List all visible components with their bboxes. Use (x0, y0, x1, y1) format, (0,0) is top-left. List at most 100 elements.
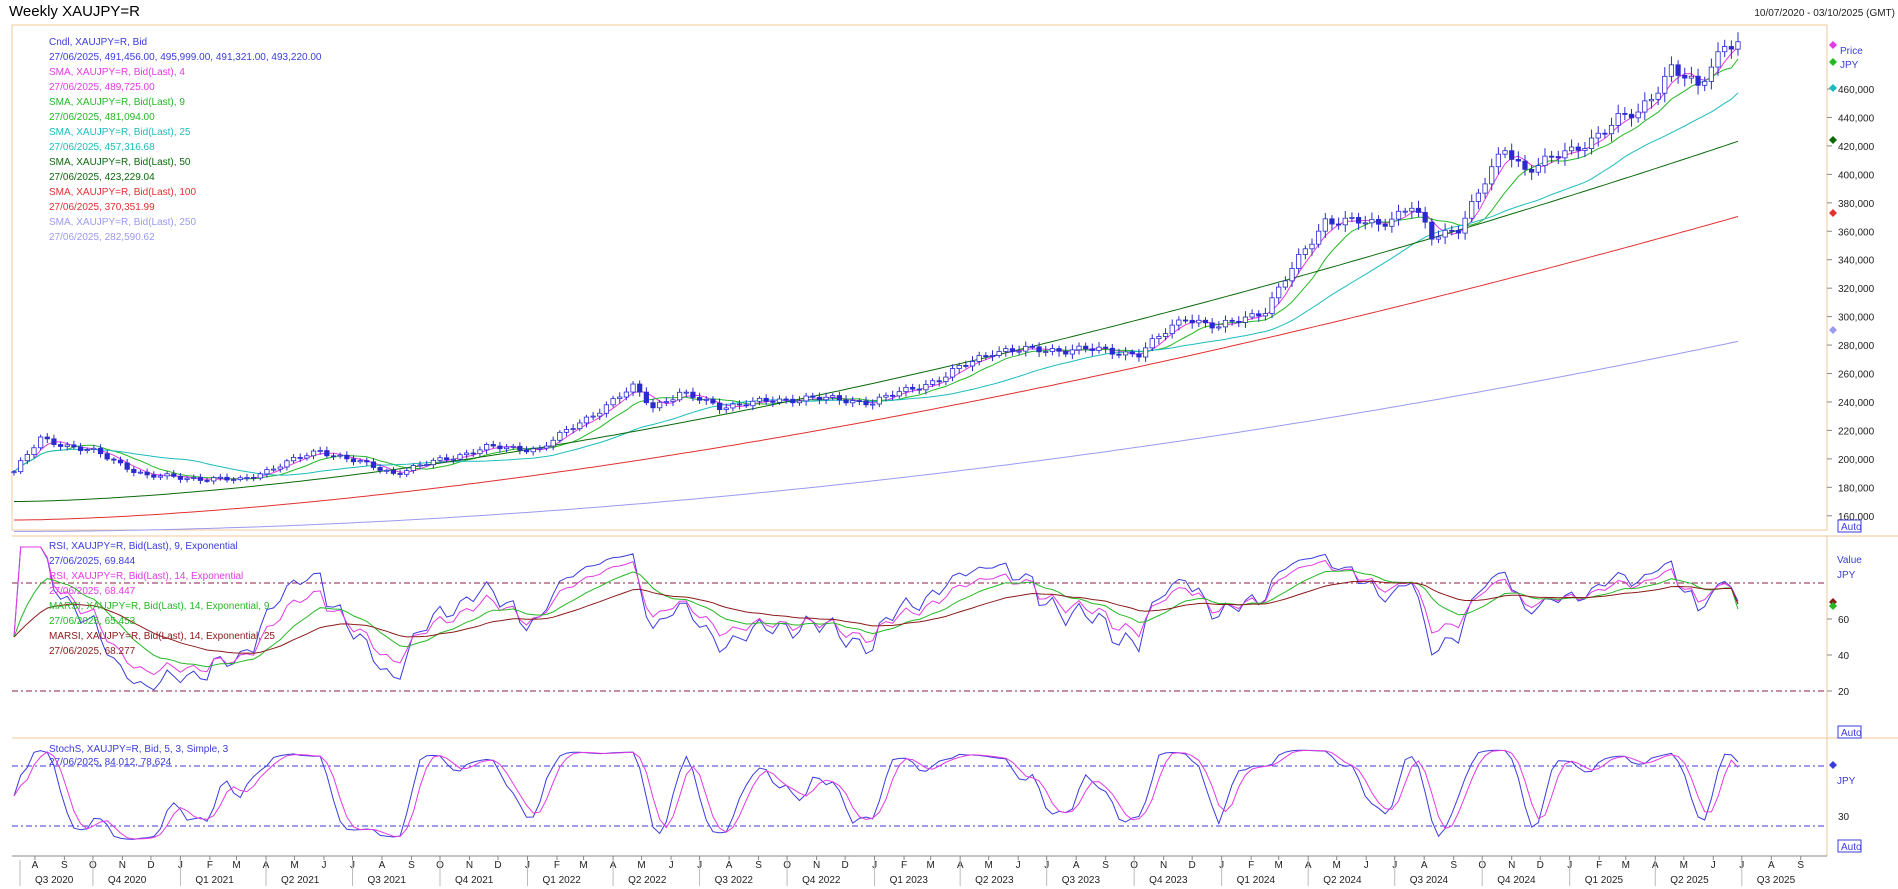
quarter-label: Q4 2021 (455, 875, 494, 886)
month-label: D (147, 860, 154, 871)
candle-body (557, 431, 563, 441)
month-label: N (813, 860, 820, 871)
stoch-auto-button[interactable]: Auto (1837, 839, 1862, 853)
candle-body (1329, 218, 1335, 225)
candle-body (424, 464, 430, 467)
price-auto-button[interactable]: Auto (1837, 519, 1862, 533)
rsi-legend-label: MARSI, XAUJPY=R, Bid(Last), 14, Exponent… (49, 601, 270, 612)
svg-text:Auto: Auto (1841, 522, 1862, 533)
candle-body (310, 450, 317, 457)
candle-body (91, 447, 97, 451)
price-legend-value: 27/06/2025, 491,456.00, 495,999.00, 491,… (49, 52, 322, 63)
month-label: M (1275, 860, 1283, 871)
quarter-label: Q2 2025 (1670, 875, 1709, 886)
candle-body (517, 445, 523, 451)
candle-body (890, 394, 896, 397)
candle-body (1029, 345, 1036, 348)
sma-250-marker (1829, 326, 1837, 334)
candle-body (490, 444, 496, 447)
candle-body (577, 422, 583, 430)
candle-body (24, 454, 30, 462)
candle-body (1529, 168, 1535, 173)
month-label: S (1102, 860, 1109, 871)
candle-body (637, 383, 643, 393)
price-axis-header: Price (1840, 46, 1863, 57)
candle-body (470, 452, 476, 455)
candle-body (1482, 183, 1488, 194)
candle-body (1495, 153, 1501, 168)
candle-body (1402, 210, 1408, 213)
candle-body (1642, 100, 1648, 113)
candle-body (1023, 345, 1029, 352)
candle-body (743, 404, 749, 407)
month-label: F (901, 860, 907, 871)
price-tick-label: 260,000 (1838, 370, 1875, 381)
candle-body (1369, 218, 1375, 224)
candle-body (810, 395, 816, 398)
price-legend-value: 27/06/2025, 282,590.62 (49, 232, 155, 243)
quarter-label: Q3 2021 (368, 875, 407, 886)
candle-body (1415, 207, 1422, 213)
price-legend-label: SMA, XAUJPY=R, Bid(Last), 25 (49, 127, 191, 138)
rsi-auto-button[interactable]: Auto (1837, 725, 1862, 739)
candle-body (1003, 348, 1009, 352)
candle-body (1129, 351, 1135, 355)
candle-body (903, 386, 909, 393)
candle-body (836, 395, 842, 401)
candle-body (64, 444, 70, 447)
candle-body (523, 449, 530, 453)
month-label: F (1248, 860, 1254, 871)
candle-body (1149, 338, 1155, 349)
price-legend-label: Cndl, XAUJPY=R, Bid (49, 37, 147, 48)
candle-body (1535, 165, 1541, 173)
stoch-axis-unit: JPY (1837, 776, 1856, 787)
month-label: A (726, 860, 733, 871)
month-label: A (1073, 860, 1080, 871)
price-axis-unit: JPY (1840, 60, 1859, 71)
candle-body (1322, 218, 1328, 232)
rsi-legend-label: RSI, XAUJPY=R, Bid(Last), 14, Exponentia… (49, 571, 243, 582)
stoch-d-line (13, 749, 1739, 840)
month-label: M (927, 860, 935, 871)
candle-body (1635, 111, 1641, 119)
candle-body (157, 475, 164, 478)
candle-body (876, 396, 882, 405)
candle-body (530, 448, 536, 453)
rsi-legend-value: 27/06/2025, 68.447 (49, 586, 136, 597)
candle-body (976, 355, 982, 362)
quarter-label: Q3 2024 (1410, 875, 1449, 886)
candle-body (963, 365, 969, 367)
candle-body (1362, 222, 1368, 225)
quarter-label: Q3 2020 (35, 875, 74, 886)
marsi-9-line (13, 569, 1739, 668)
candle-body (843, 399, 849, 404)
price-legend-value: 27/06/2025, 457,316.68 (49, 142, 155, 153)
rsi-tick-label: 20 (1838, 687, 1850, 698)
candle-body (677, 391, 683, 401)
candle-body (1442, 229, 1448, 238)
sma-50-line (14, 140, 1739, 502)
candle-body (270, 468, 277, 471)
rsi-legend-label: RSI, XAUJPY=R, Bid(Last), 9, Exponential (49, 541, 238, 552)
month-label: M (290, 860, 298, 871)
candle-body (630, 383, 636, 393)
price-tick-label: 200,000 (1838, 455, 1875, 466)
price-tick-label: 420,000 (1838, 142, 1875, 153)
price-legend-label: SMA, XAUJPY=R, Bid(Last), 250 (49, 217, 196, 228)
candle-body (870, 403, 876, 406)
stoch-series (13, 749, 1739, 840)
candle-body (823, 396, 829, 401)
price-tick-label: 300,000 (1838, 313, 1875, 324)
candle-body (1575, 146, 1581, 151)
quarter-label: Q3 2022 (715, 875, 754, 886)
stoch-y-axis: 30 (1829, 761, 1850, 823)
sma-9-marker (1829, 58, 1837, 66)
candle-body (330, 455, 337, 458)
candle-body (1016, 350, 1022, 353)
candle-body (1036, 346, 1042, 353)
candle-body (856, 400, 862, 402)
sma-4-marker (1829, 41, 1837, 49)
quarter-label: Q4 2023 (1149, 875, 1188, 886)
